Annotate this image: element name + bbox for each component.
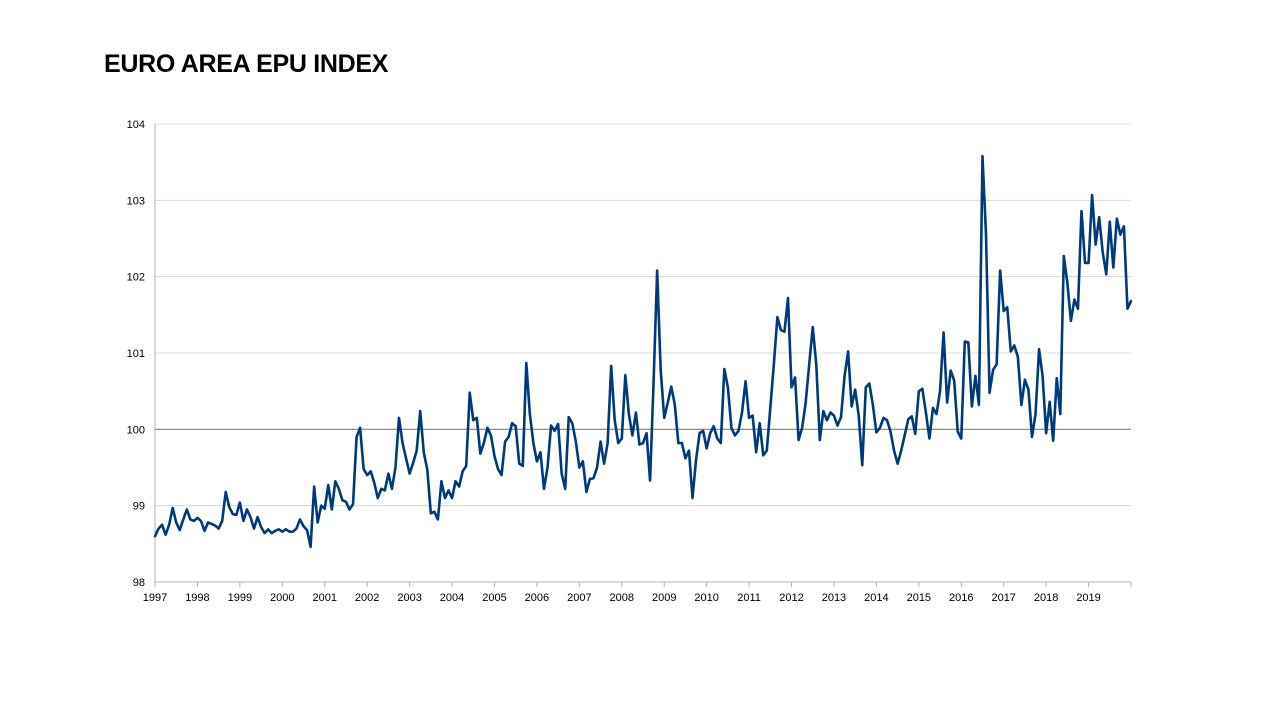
epu-series-line bbox=[153, 154, 1133, 549]
y-tick-label: 104 bbox=[127, 119, 145, 131]
y-tick-label: 98 bbox=[133, 577, 145, 589]
x-tick-label: 2000 bbox=[270, 592, 294, 604]
x-tick-label: 1998 bbox=[185, 592, 209, 604]
x-tick-label: 1997 bbox=[143, 592, 167, 604]
x-tick-label: 1999 bbox=[228, 592, 252, 604]
x-tick-label: 2019 bbox=[1076, 592, 1100, 604]
y-tick-label: 100 bbox=[127, 424, 145, 436]
y-tick-label: 101 bbox=[127, 348, 145, 360]
x-tick-label: 2004 bbox=[440, 592, 464, 604]
axes: 98 99 100 101 102 103 104 1997 1998 1999 2000 2001 2… bbox=[127, 119, 1132, 604]
series-layer bbox=[153, 154, 1133, 549]
x-tick-label: 2015 bbox=[907, 592, 931, 604]
x-tick-label: 2017 bbox=[991, 592, 1015, 604]
x-tick-label: 2001 bbox=[312, 592, 336, 604]
x-tick-label: 2014 bbox=[864, 592, 888, 604]
chart-title: EURO AREA EPU INDEX bbox=[104, 50, 389, 78]
x-tick-label: 2002 bbox=[355, 592, 379, 604]
gridlines bbox=[155, 123, 1131, 507]
y-tick-label: 102 bbox=[127, 272, 145, 284]
x-tick-label: 2010 bbox=[694, 592, 718, 604]
x-tick-label: 2011 bbox=[737, 592, 761, 604]
x-tick-label: 2016 bbox=[949, 592, 973, 604]
x-tick-label: 2006 bbox=[525, 592, 549, 604]
x-tick-label: 2009 bbox=[652, 592, 676, 604]
x-tick-label: 2008 bbox=[610, 592, 634, 604]
x-tick-label: 2012 bbox=[779, 592, 803, 604]
x-tick-label: 2005 bbox=[482, 592, 506, 604]
x-tick-label: 2007 bbox=[567, 592, 591, 604]
x-tick-label: 2003 bbox=[397, 592, 421, 604]
x-tick-label: 2013 bbox=[822, 592, 846, 604]
y-tick-label: 99 bbox=[133, 501, 145, 513]
y-tick-label: 103 bbox=[127, 195, 145, 207]
x-tick-label: 2018 bbox=[1034, 592, 1058, 604]
